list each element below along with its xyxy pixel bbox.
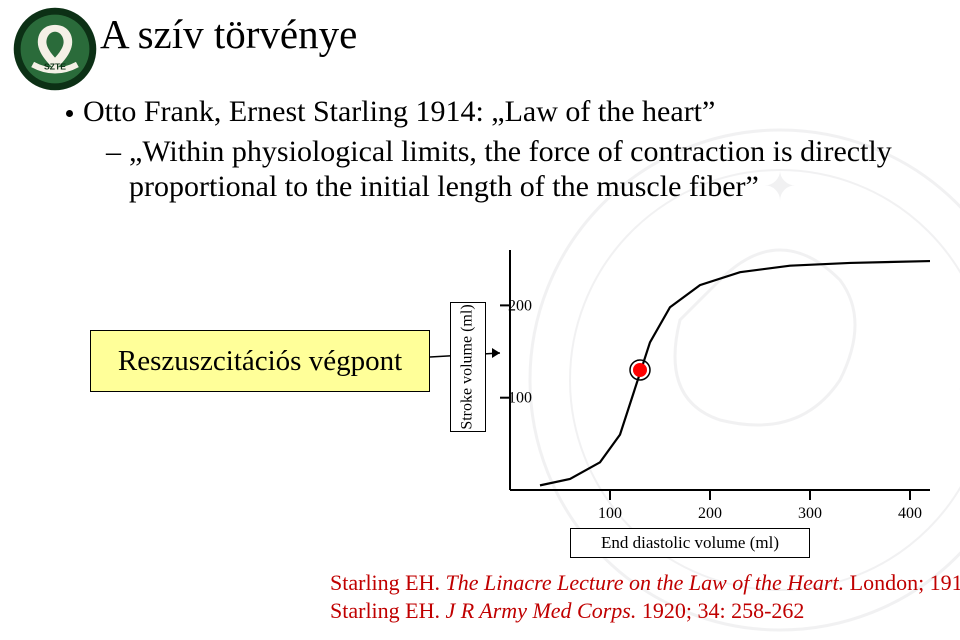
sub-bullet-row: – „Within physiological limits, the forc… (106, 135, 926, 204)
svg-text:200: 200 (698, 505, 722, 522)
institution-logo: SZTE (12, 6, 98, 92)
bullet-dot (66, 110, 73, 117)
svg-text:200: 200 (508, 297, 532, 314)
sub-bullet-text: „Within physiological limits, the force … (129, 135, 926, 204)
starling-curve-chart: 100 200 300 400 100 200 (460, 240, 940, 540)
slide-title: A szív törvénye (100, 10, 357, 58)
svg-text:400: 400 (898, 505, 922, 522)
reference-2: Starling EH. J R Army Med Corps. 1920; 3… (330, 598, 804, 624)
sub-bullet-dash: – (106, 135, 121, 170)
svg-text:SZTE: SZTE (44, 62, 66, 72)
svg-text:300: 300 (798, 505, 822, 522)
svg-text:100: 100 (598, 505, 622, 522)
y-axis-label-box: Stroke volume (ml) (450, 302, 486, 432)
resuscitation-endpoint-box: Reszuszcitációs végpont (90, 330, 430, 392)
reference-1: Starling EH. The Linacre Lecture on the … (330, 570, 960, 596)
bullet-main-text: Otto Frank, Ernest Starling 1914: „Law o… (83, 94, 715, 130)
bullet-main-row: Otto Frank, Ernest Starling 1914: „Law o… (66, 94, 715, 130)
y-axis-label: Stroke volume (ml) (459, 304, 477, 429)
svg-text:100: 100 (508, 390, 532, 407)
